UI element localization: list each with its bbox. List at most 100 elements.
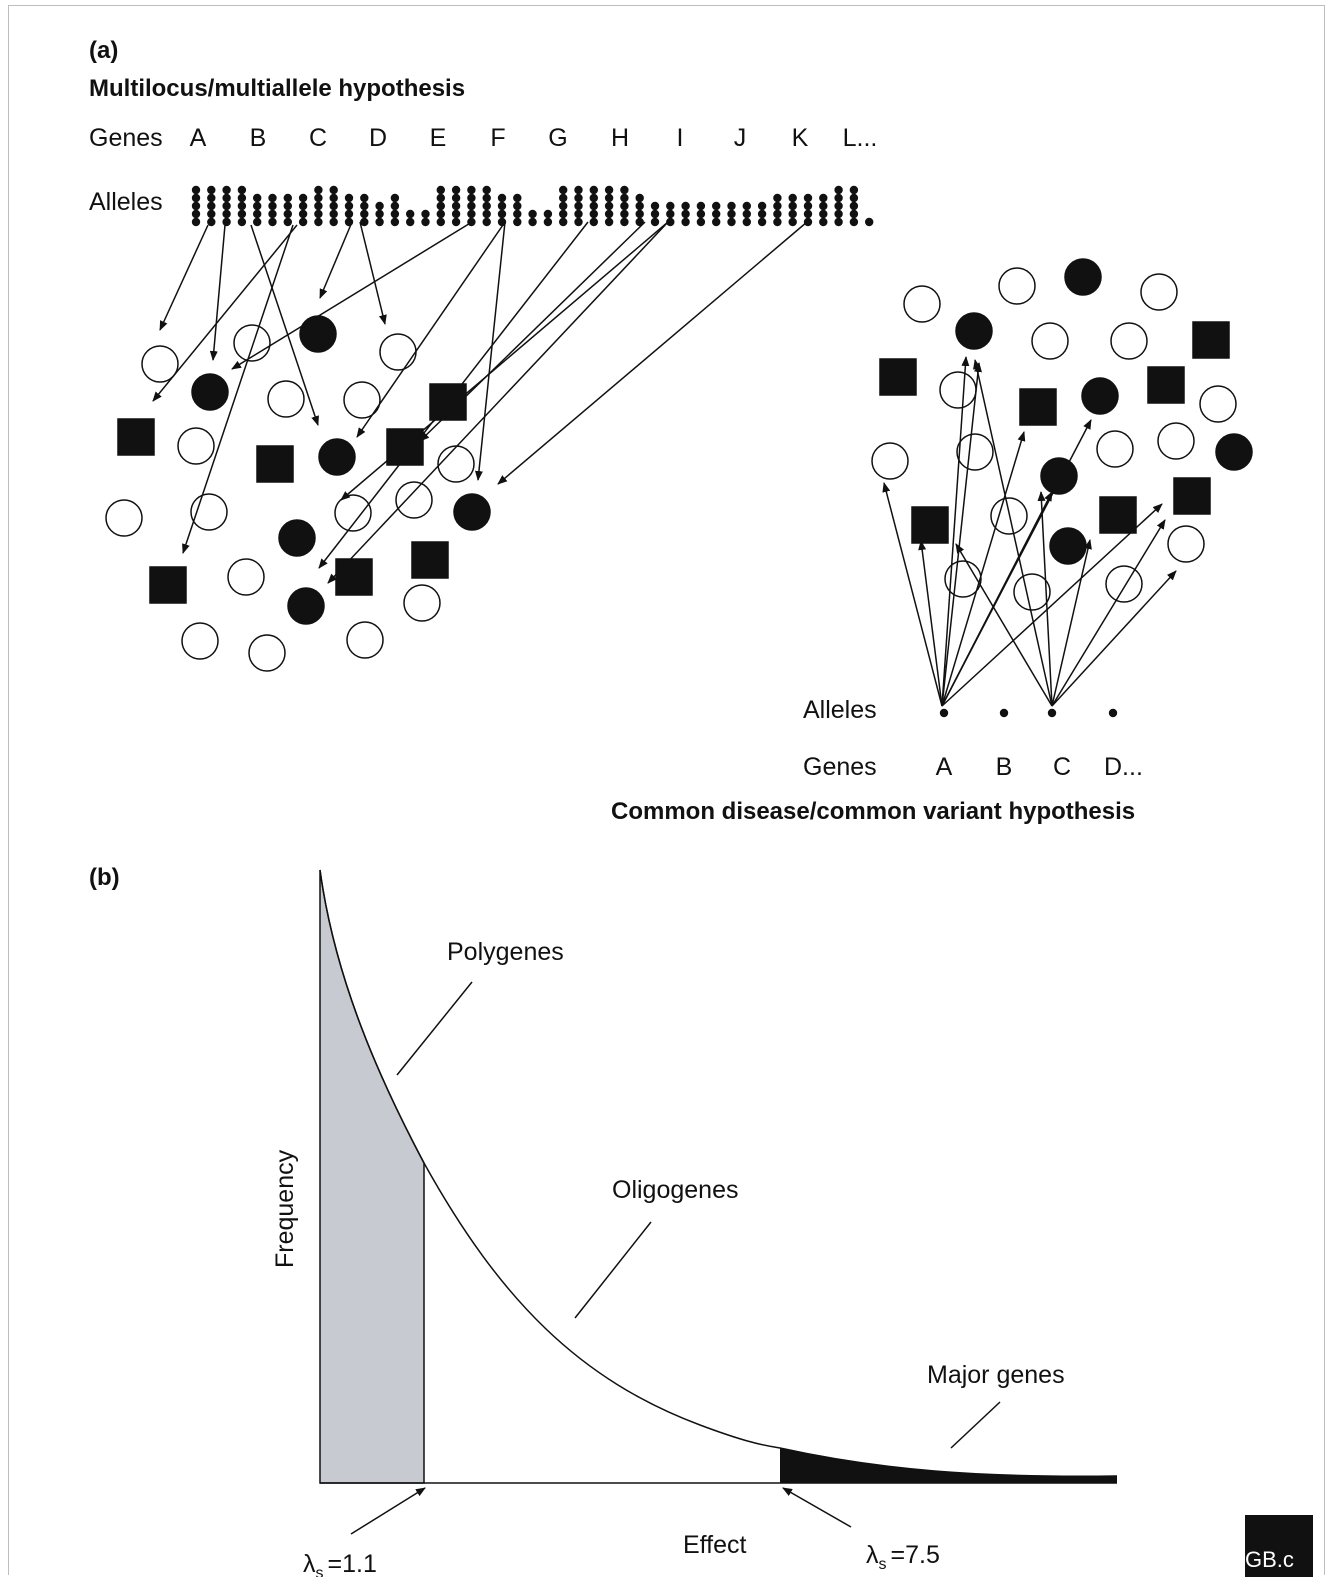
unaffected-female — [403, 584, 441, 622]
allele-dot — [681, 217, 690, 227]
unaffected-female — [1013, 573, 1051, 611]
allele-dot — [757, 217, 767, 227]
allele-dot — [681, 209, 690, 219]
affected-female — [955, 312, 993, 350]
allele-dot — [207, 217, 216, 227]
allele-dot — [436, 201, 445, 211]
allele-arrow — [318, 221, 589, 569]
allele-dot — [191, 193, 201, 203]
allele-dot — [819, 193, 828, 203]
allele-dot — [681, 201, 690, 211]
allele-arrow — [1051, 539, 1092, 707]
affected-female — [453, 493, 491, 531]
gene-label: A — [190, 124, 207, 152]
allele-dot — [497, 209, 507, 219]
allele-dot — [451, 209, 461, 219]
allele-dot — [467, 193, 476, 203]
allele-dot — [268, 209, 277, 219]
allele-dot — [222, 185, 231, 195]
affected-male — [879, 358, 917, 396]
allele-dot — [650, 217, 660, 227]
allele-dot — [421, 209, 430, 219]
allele-dot — [406, 217, 415, 227]
allele-arrow — [941, 356, 970, 707]
allele-dot — [298, 193, 308, 203]
affected-male — [1173, 477, 1211, 515]
allele-dot — [574, 209, 583, 219]
polygenes-shaded-area — [319, 869, 425, 1484]
allele-dot — [620, 217, 629, 227]
allele-dot — [696, 209, 706, 219]
gene-label: D — [369, 124, 387, 152]
allele-arrow — [231, 221, 473, 370]
allele-arrow — [882, 482, 943, 707]
allele-arrow — [419, 221, 646, 442]
affected-female — [1064, 258, 1102, 296]
unaffected-female — [1140, 273, 1178, 311]
allele-dot — [712, 217, 721, 227]
allele-dot — [574, 201, 583, 211]
allele-dot — [513, 209, 522, 219]
unaffected-female — [334, 494, 372, 532]
allele-arrow — [327, 221, 669, 584]
allele-dot — [712, 201, 721, 211]
gene-label: B — [250, 124, 267, 152]
allele-dot — [788, 201, 797, 211]
allele-dot — [589, 185, 598, 195]
allele-dot — [834, 217, 843, 227]
major-genes-leader — [950, 1401, 1001, 1449]
gene-label: I — [677, 124, 684, 152]
allele-arrow — [1051, 570, 1177, 707]
allele-dot — [329, 217, 338, 227]
affected-female — [1081, 377, 1119, 415]
allele-dot — [604, 209, 614, 219]
allele-dot — [528, 209, 537, 219]
allele-dot — [834, 209, 843, 219]
allele-dot — [314, 185, 323, 195]
allele-dot — [803, 201, 813, 211]
gene-label: L... — [843, 124, 878, 152]
allele-dot — [191, 185, 201, 195]
allele-dot — [559, 209, 568, 219]
allele-dot — [773, 217, 782, 227]
allele-dot — [742, 217, 751, 227]
allele-arrow — [941, 419, 1092, 707]
allele-arrow — [497, 221, 808, 485]
allele-dot — [589, 209, 598, 219]
allele-dot — [650, 201, 660, 211]
unaffected-female — [1096, 430, 1134, 468]
allele-dot — [757, 209, 767, 219]
allele-dot — [253, 193, 262, 203]
allele-dot — [666, 201, 675, 211]
affected-female — [1040, 457, 1078, 495]
allele-dot — [849, 217, 859, 227]
gene-label: K — [792, 124, 809, 152]
unaffected-female — [395, 481, 433, 519]
allele-dot — [727, 209, 736, 219]
affected-male — [256, 445, 294, 483]
x-axis-label: Effect — [683, 1531, 747, 1559]
allele-dot — [375, 201, 384, 211]
lambda-low-label: λs =1.1 — [303, 1550, 377, 1577]
allele-dot — [298, 209, 308, 219]
allele-dot — [482, 193, 491, 203]
allele-dot — [329, 185, 338, 195]
unaffected-female — [379, 333, 417, 371]
allele-dot — [451, 217, 461, 227]
gene-label: H — [611, 124, 629, 152]
allele-arrow — [1051, 519, 1166, 707]
allele-dot — [436, 193, 445, 203]
allele-dots-a — [191, 185, 874, 227]
unaffected-female — [1157, 422, 1195, 460]
allele-dot — [604, 201, 614, 211]
gene-label: E — [430, 124, 447, 152]
allele-dot — [834, 201, 843, 211]
figure-frame — [8, 5, 1325, 1575]
allele-dot — [253, 209, 262, 219]
oligogenes-leader — [574, 1221, 652, 1319]
allele-dot — [360, 217, 369, 227]
allele-dot — [283, 217, 292, 227]
affected-male — [335, 558, 373, 596]
allele-dot — [314, 209, 323, 219]
affected-male — [1192, 321, 1230, 359]
